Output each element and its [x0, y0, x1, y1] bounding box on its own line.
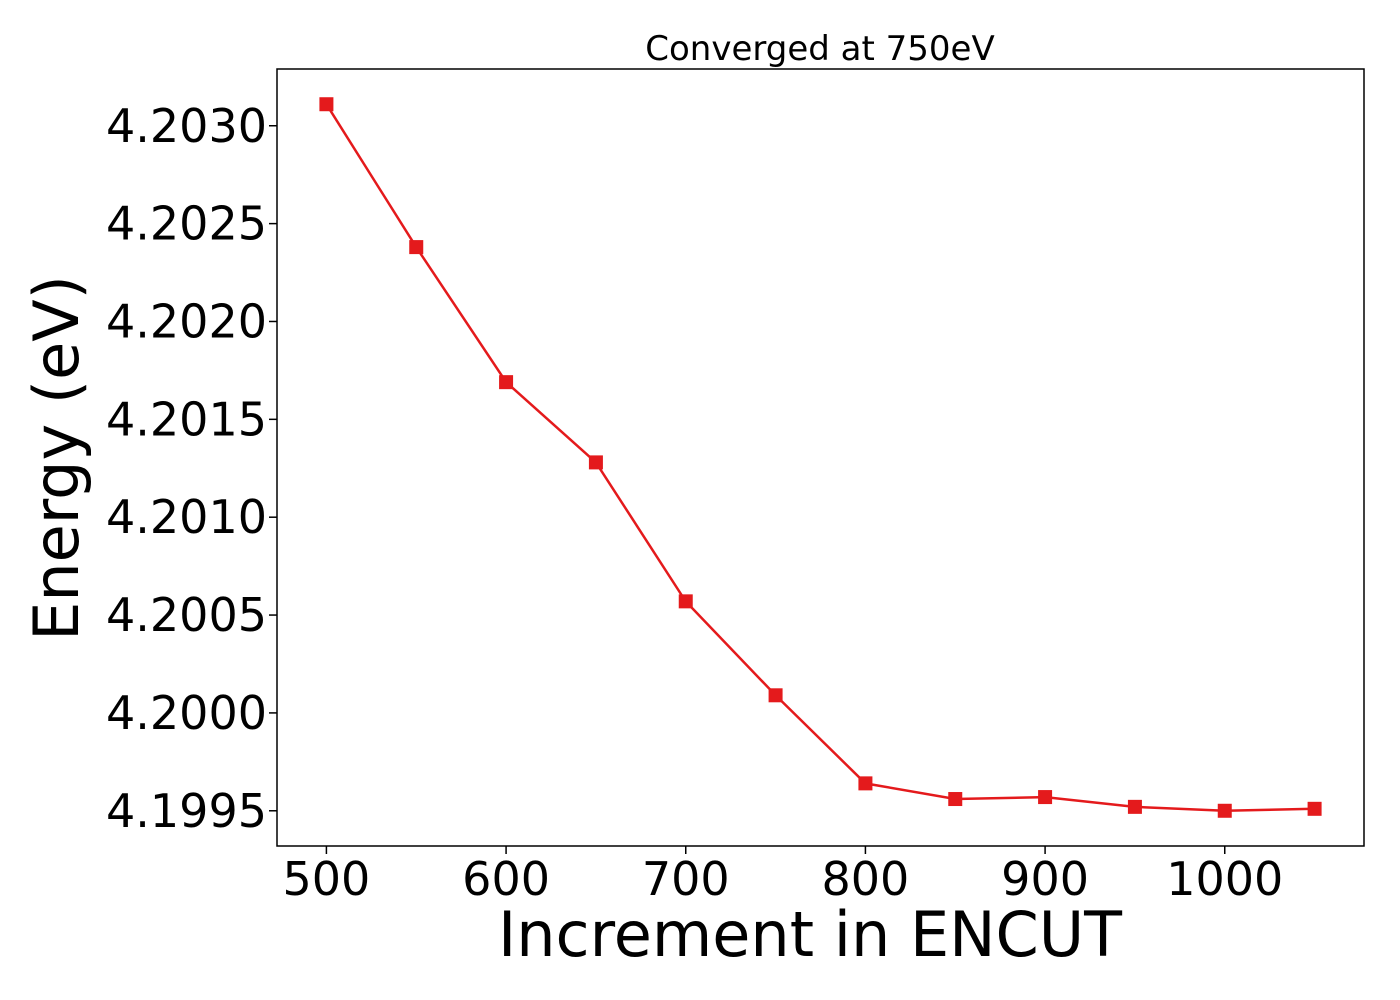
- x-tick-label: 1000: [1166, 852, 1283, 906]
- chart-title: Converged at 750eV: [645, 29, 994, 69]
- x-ticks: 500 600 700 800 900 1000: [283, 846, 1283, 906]
- y-tick-label: 4.2020: [106, 294, 267, 348]
- data-point-marker: [588, 455, 603, 470]
- x-tick-label: 900: [1001, 852, 1089, 906]
- y-tick-label: 4.1995: [106, 784, 267, 838]
- data-point-marker: [1038, 790, 1053, 805]
- plot-area: [276, 68, 1365, 847]
- y-axis-title: Energy (eV): [20, 275, 93, 641]
- data-point-marker: [948, 792, 963, 807]
- y-tick-label: 4.2015: [106, 392, 267, 446]
- y-ticks: 4.1995 4.2000 4.2005 4.2010 4.2015 4.2020 4.20…: [106, 99, 277, 838]
- y-tick-label: 4.2000: [106, 686, 267, 740]
- data-point-marker: [319, 97, 334, 112]
- data-point-marker: [858, 776, 873, 791]
- x-axis-title: Increment in ENCUT: [498, 898, 1123, 971]
- data-point-marker: [768, 688, 783, 703]
- series-line: [325, 103, 1315, 813]
- x-tick-label: 600: [462, 852, 550, 906]
- data-point-marker: [1127, 799, 1142, 814]
- y-tick-label: 4.2005: [106, 588, 267, 642]
- data-point-marker: [409, 240, 424, 255]
- series-markers: [319, 97, 1322, 818]
- x-tick-label: 700: [642, 852, 730, 906]
- y-tick-label: 4.2025: [106, 197, 267, 251]
- y-tick-label: 4.2010: [106, 490, 267, 544]
- data-point-marker: [678, 594, 693, 609]
- x-tick-label: 800: [822, 852, 910, 906]
- data-point-marker: [499, 375, 514, 390]
- data-point-marker: [1307, 801, 1322, 816]
- y-tick-label: 4.2030: [106, 99, 267, 153]
- data-point-marker: [1217, 803, 1232, 818]
- x-tick-label: 500: [283, 852, 371, 906]
